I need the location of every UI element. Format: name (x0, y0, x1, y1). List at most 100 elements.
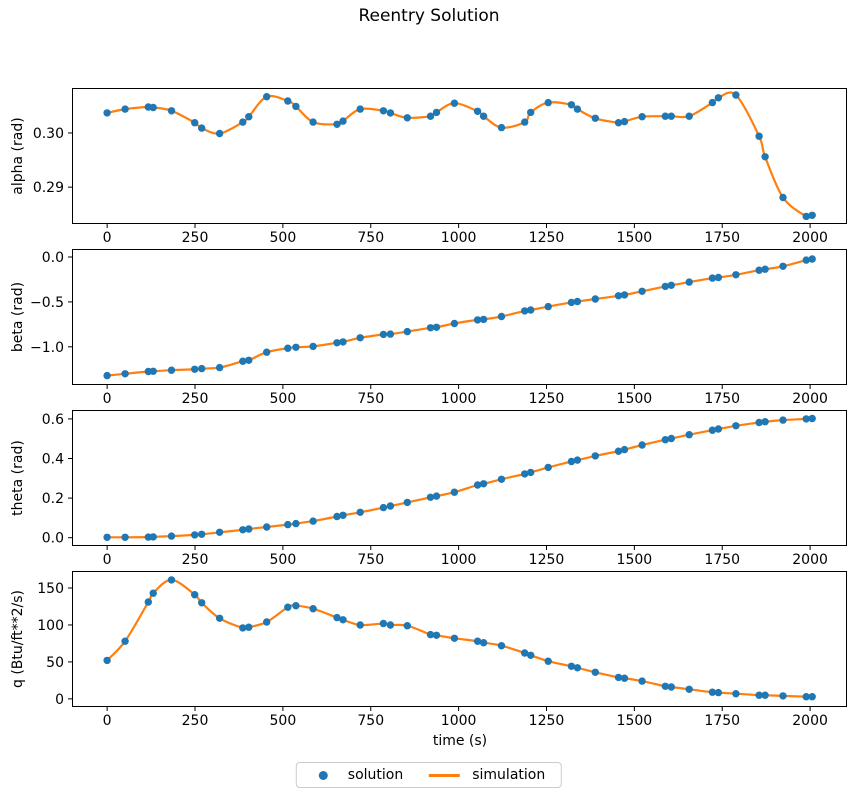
x-tick-label: 1250 (529, 552, 565, 568)
y-tick-label: 0 (55, 692, 64, 708)
solution-point (403, 327, 411, 336)
solution-point (527, 306, 535, 314)
solution-point (339, 511, 347, 519)
solution-point (521, 649, 529, 657)
x-tick-label: 2000 (792, 230, 828, 246)
solution-point (761, 153, 769, 161)
y-tick-label: 50 (46, 655, 64, 671)
solution-point (714, 425, 723, 433)
solution-point (379, 330, 388, 339)
solution-point (403, 622, 411, 630)
solution-point (614, 119, 623, 127)
solution-point (263, 348, 271, 356)
solution-point (386, 109, 395, 117)
solution-point (284, 520, 292, 529)
solution-point (667, 683, 675, 691)
solution-point (620, 674, 629, 682)
solution-point (386, 621, 395, 629)
solution-point (121, 105, 129, 113)
solution-point (121, 637, 129, 645)
solution-point (497, 123, 506, 132)
solution-point (239, 624, 247, 632)
solution-point (215, 129, 224, 138)
x-tick-label: 750 (357, 230, 384, 246)
solution-point (356, 621, 364, 629)
subplot-frame-0 (72, 88, 847, 224)
solution-point (215, 528, 224, 536)
solution-point (339, 616, 347, 624)
x-tick-label: 1500 (617, 391, 653, 407)
solution-point (432, 492, 441, 500)
solution-point (403, 114, 411, 122)
solution-point (521, 307, 529, 315)
solution-point (755, 418, 763, 427)
x-tick-label: 0 (103, 230, 112, 246)
solution-point (339, 338, 347, 346)
y-tick-label: 150 (37, 581, 64, 597)
x-tick-label: 250 (182, 230, 209, 246)
solution-point (685, 278, 693, 286)
solution-point (426, 112, 435, 120)
solution-point (309, 517, 317, 525)
solution-point (527, 651, 535, 659)
x-tick-label: 250 (182, 713, 209, 729)
solution-point (497, 642, 506, 650)
x-tick-label: 750 (357, 713, 384, 729)
solution-point (761, 265, 769, 273)
solution-point (167, 366, 176, 374)
figure-title: Reentry Solution (358, 6, 500, 26)
solution-point (779, 193, 787, 202)
x-tick-label: 1000 (441, 552, 477, 568)
solution-point (591, 668, 599, 676)
x-tick-label: 1750 (704, 713, 740, 729)
legend-item-simulation: simulation (429, 767, 545, 783)
solution-point (356, 334, 364, 342)
solution-point (426, 493, 435, 501)
subplot-frame-3 (72, 571, 847, 707)
x-tick-label: 1250 (529, 391, 565, 407)
solution-point (808, 414, 816, 423)
solution-point (245, 113, 253, 121)
solution-point (714, 273, 723, 282)
solution-point (573, 297, 582, 306)
solution-point (497, 475, 506, 483)
solution-point (479, 315, 488, 324)
solution-point (450, 488, 459, 496)
solution-point (708, 274, 717, 282)
x-tick-label: 2000 (792, 552, 828, 568)
x-tick-label: 1500 (617, 552, 653, 568)
solution-point (426, 324, 435, 332)
solution-point (567, 457, 576, 466)
solution-point (167, 107, 176, 115)
solution-point (473, 316, 482, 324)
solution-point (292, 102, 300, 111)
solution-point (527, 108, 535, 117)
solution-point (661, 682, 669, 690)
solution-point (356, 508, 364, 516)
solution-point (614, 673, 623, 682)
solution-point (432, 323, 441, 331)
solution-point (263, 523, 271, 531)
solution-point (808, 211, 816, 219)
solution-point (191, 531, 199, 539)
x-tick-label: 2000 (792, 713, 828, 729)
y-tick-label: 0.0 (42, 250, 64, 266)
solution-point (708, 98, 717, 107)
solution-point (779, 692, 787, 700)
solution-point (284, 344, 292, 352)
solution-point (544, 657, 552, 665)
solution-point (544, 463, 552, 472)
solution-point (450, 99, 459, 107)
solution-point (379, 107, 388, 115)
solution-point (802, 693, 810, 701)
solution-point (755, 266, 763, 274)
solution-point (732, 91, 740, 99)
x-tick-label: 1250 (529, 713, 565, 729)
solution-point (379, 619, 388, 628)
solution-point (685, 431, 693, 439)
solution-point (284, 97, 292, 105)
solution-point (714, 688, 723, 697)
solution-point (121, 370, 129, 378)
solution-point (661, 282, 669, 291)
